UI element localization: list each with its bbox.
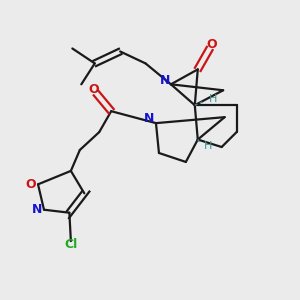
Text: O: O (207, 38, 218, 51)
Text: H: H (204, 140, 212, 151)
Text: H: H (208, 94, 217, 104)
Text: O: O (25, 178, 36, 191)
Text: O: O (88, 83, 99, 96)
Text: N: N (32, 203, 43, 216)
Text: N: N (160, 74, 170, 87)
Text: Cl: Cl (64, 238, 77, 250)
Text: N: N (144, 112, 154, 125)
